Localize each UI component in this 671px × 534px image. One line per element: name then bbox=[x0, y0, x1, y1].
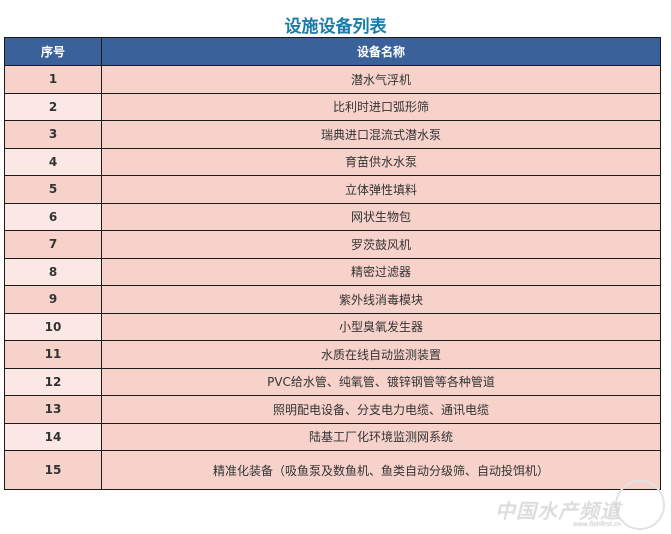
row-equipment-name: 育苗供水水泵 bbox=[101, 147, 661, 176]
row-equipment-name: 立体弹性填料 bbox=[101, 175, 661, 204]
row-number: 13 bbox=[4, 395, 102, 424]
table-header: 序号 设备名称 bbox=[4, 37, 661, 66]
row-equipment-name: 精准化装备（吸鱼泵及数鱼机、鱼类自动分级筛、自动投饵机） bbox=[101, 450, 661, 490]
table-row: 2 比利时进口弧形筛 bbox=[4, 92, 661, 121]
row-equipment-name: 照明配电设备、分支电力电缆、通讯电缆 bbox=[101, 395, 661, 424]
row-number: 7 bbox=[4, 230, 102, 259]
row-equipment-name: 网状生物包 bbox=[101, 202, 661, 231]
row-number: 11 bbox=[4, 340, 102, 369]
globe-logo-icon bbox=[615, 480, 665, 530]
watermark-logo: 中国水产频道 www.fishfirst.cn bbox=[495, 499, 621, 528]
page-title: 设施设备列表 bbox=[284, 17, 387, 37]
equipment-table: 序号 设备名称 1 潜水气浮机 2 比利时进口弧形筛 3 瑞典进口混流式潜水泵 4 育苗供水水… bbox=[4, 37, 661, 490]
table-row: 8 精密过滤器 bbox=[4, 257, 661, 286]
table-row: 5 立体弹性填料 bbox=[4, 175, 661, 204]
table-row: 7 罗茨鼓风机 bbox=[4, 230, 661, 259]
table-row: 1 潜水气浮机 bbox=[4, 65, 661, 94]
table-row: 3 瑞典进口混流式潜水泵 bbox=[4, 120, 661, 149]
row-number: 1 bbox=[4, 65, 102, 94]
table-row: 15 精准化装备（吸鱼泵及数鱼机、鱼类自动分级筛、自动投饵机） bbox=[4, 450, 661, 490]
row-number: 6 bbox=[4, 202, 102, 231]
table-row: 11 水质在线自动监测装置 bbox=[4, 340, 661, 369]
table-row: 12 PVC给水管、纯氧管、镀锌钢管等各种管道 bbox=[4, 367, 661, 396]
row-number: 9 bbox=[4, 285, 102, 314]
row-equipment-name: 水质在线自动监测装置 bbox=[101, 340, 661, 369]
row-equipment-name: 小型臭氧发生器 bbox=[101, 312, 661, 341]
row-equipment-name: 紫外线消毒模块 bbox=[101, 285, 661, 314]
row-number: 4 bbox=[4, 147, 102, 176]
table-row: 14 陆基工厂化环境监测网系统 bbox=[4, 422, 661, 451]
row-equipment-name: 瑞典进口混流式潜水泵 bbox=[101, 120, 661, 149]
row-equipment-name: 陆基工厂化环境监测网系统 bbox=[101, 422, 661, 451]
row-equipment-name: 比利时进口弧形筛 bbox=[101, 92, 661, 121]
row-number: 14 bbox=[4, 422, 102, 451]
row-number: 10 bbox=[4, 312, 102, 341]
row-number: 12 bbox=[4, 367, 102, 396]
header-name: 设备名称 bbox=[101, 37, 661, 66]
row-number: 15 bbox=[4, 450, 102, 490]
table-row: 10 小型臭氧发生器 bbox=[4, 312, 661, 341]
table-row: 6 网状生物包 bbox=[4, 202, 661, 231]
row-number: 3 bbox=[4, 120, 102, 149]
table-row: 13 照明配电设备、分支电力电缆、通讯电缆 bbox=[4, 395, 661, 424]
row-equipment-name: 精密过滤器 bbox=[101, 257, 661, 286]
row-number: 2 bbox=[4, 92, 102, 121]
table-row: 9 紫外线消毒模块 bbox=[4, 285, 661, 314]
row-equipment-name: 罗茨鼓风机 bbox=[101, 230, 661, 259]
row-number: 5 bbox=[4, 175, 102, 204]
row-number: 8 bbox=[4, 257, 102, 286]
header-no: 序号 bbox=[4, 37, 102, 66]
row-equipment-name: PVC给水管、纯氧管、镀锌钢管等各种管道 bbox=[101, 367, 661, 396]
table-row: 4 育苗供水水泵 bbox=[4, 147, 661, 176]
row-equipment-name: 潜水气浮机 bbox=[101, 65, 661, 94]
